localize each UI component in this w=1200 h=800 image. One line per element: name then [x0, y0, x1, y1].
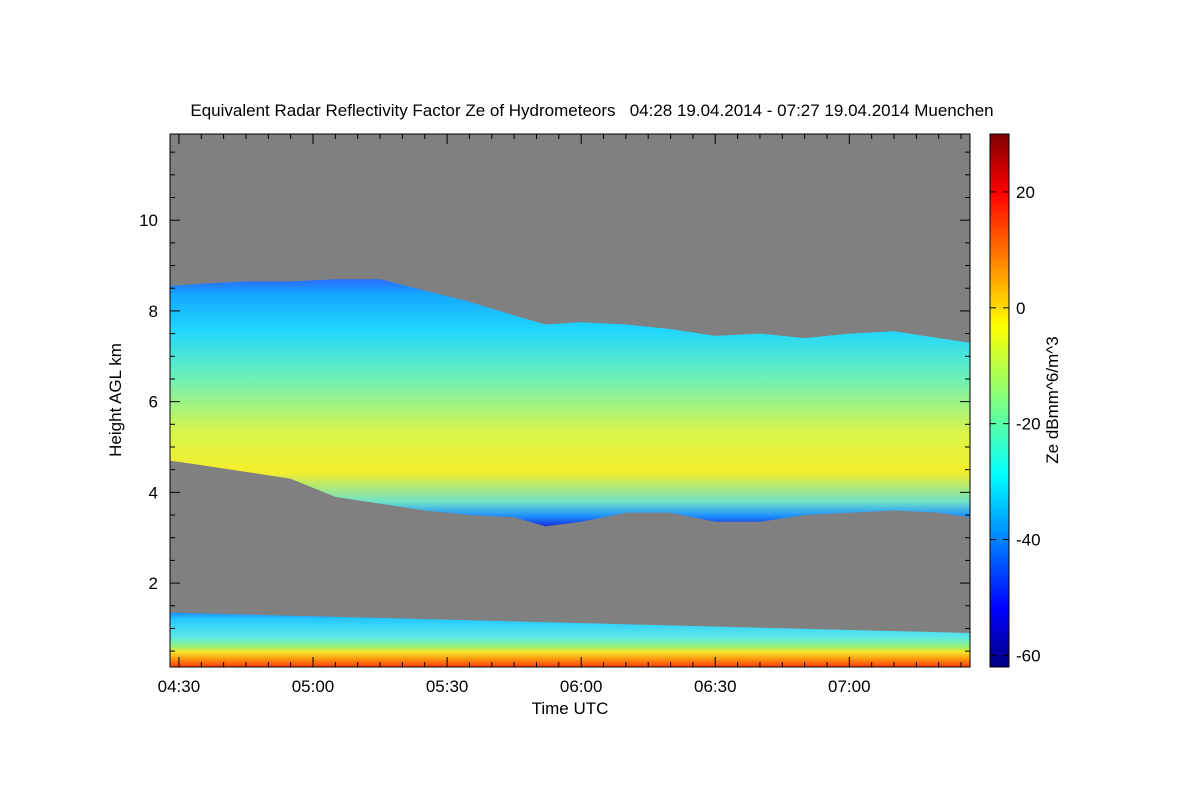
- y-tick-label: 2: [149, 574, 158, 593]
- colorbar-tick-label: 20: [1016, 183, 1035, 202]
- plot-area: [170, 134, 970, 667]
- colorbar: [989, 133, 1010, 668]
- plot-frame: [169, 133, 971, 668]
- x-tick-label: 04:30: [158, 677, 201, 696]
- colorbar-label: Ze dBmm^6/m^3: [1043, 336, 1062, 463]
- x-axis-ticks: [178, 134, 962, 667]
- upper-cloud-layer: [170, 279, 970, 527]
- colorbar-tick-label: -60: [1016, 646, 1041, 665]
- y-tick-label: 6: [149, 393, 158, 412]
- y-axis-label: Height AGL km: [106, 343, 125, 457]
- y-tick-label: 4: [149, 483, 158, 502]
- x-tick-label: 05:30: [426, 677, 469, 696]
- y-axis-ticks: [170, 151, 970, 652]
- colorbar-tick-label: -20: [1016, 415, 1041, 434]
- colorbar-ticks: [990, 191, 1009, 656]
- y-tick-label: 8: [149, 302, 158, 321]
- colorbar-tick-label: 0: [1016, 299, 1025, 318]
- x-tick-label: 06:00: [560, 677, 603, 696]
- chart-title: Equivalent Radar Reflectivity Factor Ze …: [190, 101, 993, 120]
- boundary-layer-echo: [170, 612, 970, 667]
- x-axis-label: Time UTC: [532, 699, 609, 718]
- y-tick-label: 10: [139, 211, 158, 230]
- x-tick-label: 06:30: [694, 677, 737, 696]
- x-tick-label: 05:00: [292, 677, 335, 696]
- colorbar-tick-label: -40: [1016, 531, 1041, 550]
- x-tick-label: 07:00: [828, 677, 871, 696]
